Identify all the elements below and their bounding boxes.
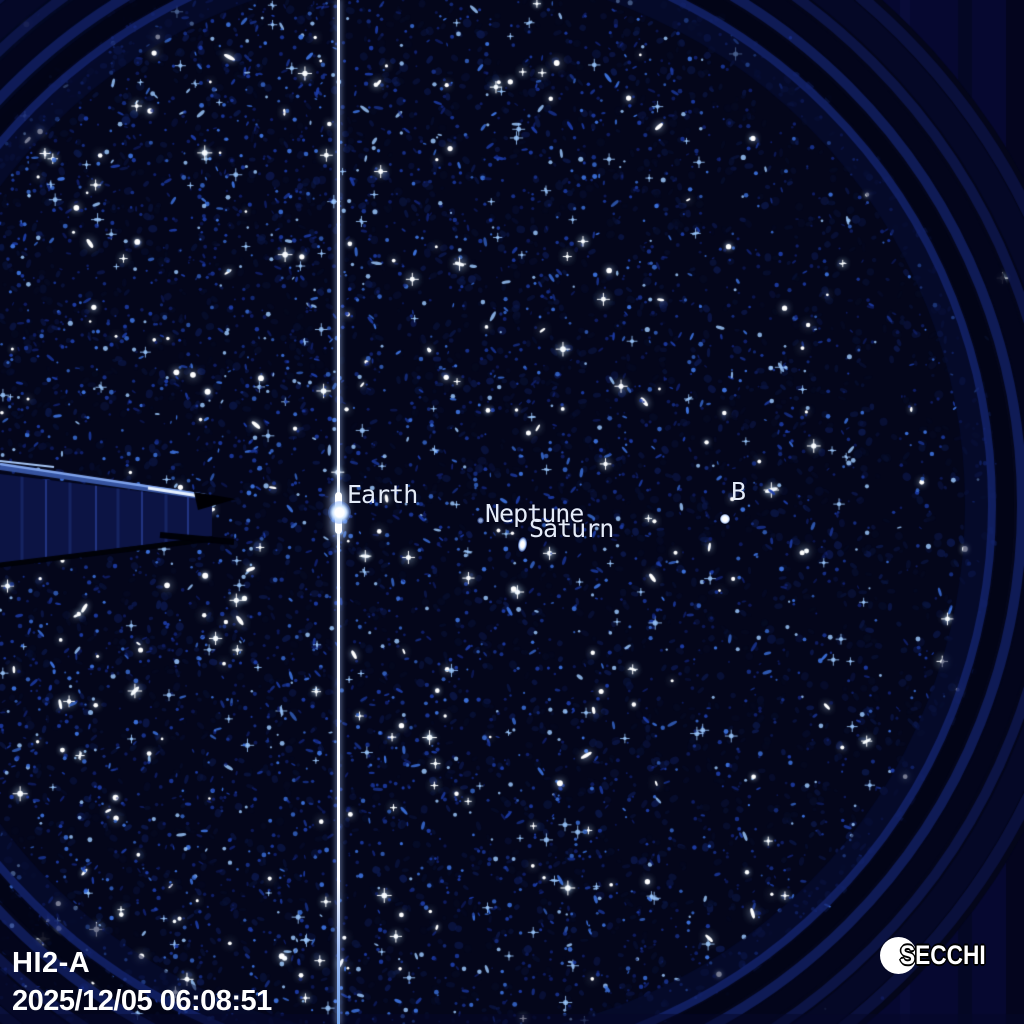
secchi-logo-circle-icon [880, 937, 917, 974]
secchi-logo: SECCHI [878, 935, 1024, 979]
neptune-marker [477, 517, 484, 524]
stereo-b-label: B [731, 477, 746, 506]
neptune-label: Neptune [485, 499, 584, 528]
saturn-label: Saturn [529, 514, 614, 543]
instrument-label: HI2-A [12, 947, 91, 979]
image-caption: HI2-A 2025/12/05 06:08:51 [12, 949, 272, 1016]
secchi-logo-text: SECCHI [900, 940, 986, 970]
earth-label: Earth [347, 480, 418, 509]
timestamp-label: 2025/12/05 06:08:51 [12, 985, 272, 1017]
stereo-b-marker [720, 514, 730, 524]
earth-marker [328, 501, 351, 524]
